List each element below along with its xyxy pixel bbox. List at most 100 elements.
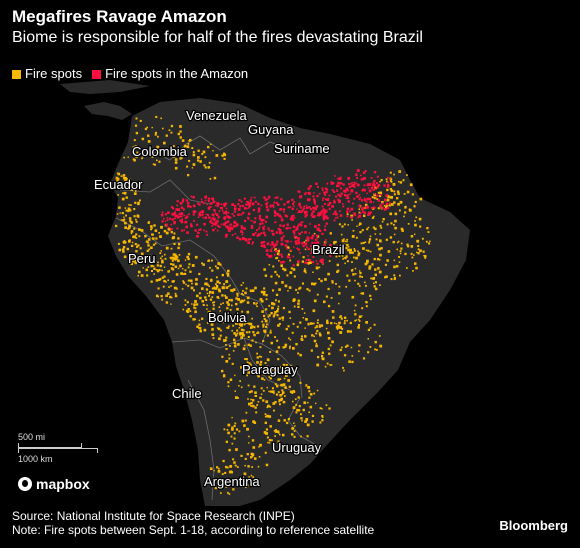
fire-spot	[357, 318, 360, 321]
fire-spot	[248, 362, 251, 365]
amazon-fire-spot	[265, 215, 268, 219]
fire-spot	[182, 280, 184, 282]
amazon-fire-spot	[347, 177, 351, 180]
fire-spot	[385, 206, 388, 209]
fire-spot	[153, 224, 156, 227]
amazon-fire-spot	[258, 233, 261, 236]
amazon-fire-spot	[216, 229, 219, 232]
fire-spot	[144, 154, 147, 157]
amazon-fire-spot	[225, 225, 228, 228]
mapbox-attribution[interactable]: mapbox	[18, 476, 90, 492]
amazon-fire-spot	[271, 241, 274, 244]
fire-spot	[165, 134, 168, 137]
amazon-fire-spot	[348, 183, 351, 185]
fire-spot	[417, 245, 420, 247]
map-canvas[interactable]: Venezuela Guyana Colombia Suriname Ecuad…	[0, 80, 580, 506]
fire-spot	[118, 248, 122, 252]
fire-spot	[135, 233, 138, 236]
amazon-fire-spot	[340, 187, 342, 190]
fire-spot	[193, 304, 196, 307]
fire-spot	[174, 255, 177, 259]
fire-spot	[165, 246, 169, 250]
fire-spot	[227, 491, 229, 494]
fire-spot	[313, 299, 317, 303]
amazon-fire-spot	[233, 210, 236, 213]
fire-spot	[286, 246, 290, 249]
fire-spot	[344, 240, 347, 242]
amazon-fire-spot	[349, 210, 351, 213]
amazon-fire-spot	[299, 223, 303, 227]
amazon-fire-spot	[337, 182, 339, 185]
fire-spot	[403, 215, 405, 218]
fire-spot	[128, 259, 131, 262]
amazon-fire-spot	[292, 203, 295, 206]
fire-spot	[318, 266, 321, 269]
fire-spot	[286, 274, 289, 277]
fire-spot	[228, 316, 231, 319]
amazon-fire-spot	[192, 210, 196, 213]
amazon-fire-spot	[279, 231, 282, 235]
fire-spot	[318, 324, 321, 326]
fire-spot	[284, 395, 286, 397]
amazon-fire-spot	[312, 207, 315, 209]
fire-spot	[300, 335, 303, 338]
fire-spot	[273, 409, 275, 412]
fire-spot	[249, 289, 253, 293]
amazon-fire-spot	[301, 241, 304, 245]
fire-spot	[237, 343, 240, 346]
fire-spot	[278, 400, 281, 403]
amazon-fire-spot	[388, 178, 391, 180]
fire-spot	[350, 269, 354, 272]
fire-spot	[424, 255, 427, 258]
amazon-fire-spot	[214, 212, 217, 215]
fire-spot	[311, 414, 315, 417]
fire-spot	[364, 203, 368, 207]
fire-spot	[159, 252, 162, 254]
fire-spot	[353, 309, 356, 312]
fire-spot	[277, 358, 280, 361]
fire-spot	[363, 214, 366, 217]
amazon-fire-spot	[304, 211, 307, 215]
fire-spot	[292, 268, 296, 271]
fire-spot	[325, 404, 328, 406]
amazon-fire-spot	[300, 210, 303, 214]
fire-spot	[351, 360, 354, 364]
fire-spot	[124, 226, 127, 229]
fire-spot	[293, 372, 296, 375]
fire-spot	[296, 263, 300, 267]
fire-spot	[145, 268, 148, 272]
amazon-fire-spot	[358, 198, 361, 201]
fire-spot	[165, 231, 169, 235]
amazon-fire-spot	[313, 198, 316, 201]
fire-spot	[302, 317, 305, 319]
fire-spot	[119, 212, 121, 214]
amazon-fire-spot	[233, 214, 235, 217]
amazon-fire-spot	[256, 234, 259, 237]
fire-spot	[128, 257, 132, 260]
fire-spot	[277, 307, 280, 310]
amazon-fire-spot	[324, 209, 328, 213]
map[interactable]: Venezuela Guyana Colombia Suriname Ecuad…	[0, 80, 580, 506]
fire-spot	[338, 285, 341, 288]
fire-spot	[219, 310, 221, 312]
amazon-fire-spot	[304, 210, 307, 213]
fire-spot	[248, 435, 250, 438]
fire-spot	[390, 189, 394, 192]
amazon-fire-spot	[338, 182, 342, 185]
fire-spot	[378, 247, 381, 251]
fire-spot	[259, 396, 262, 400]
fire-spot	[165, 301, 169, 304]
fire-spot	[220, 303, 222, 306]
fire-spot	[269, 442, 271, 444]
fire-spot	[325, 327, 328, 330]
amazon-fire-spot	[164, 220, 167, 223]
fire-spot	[211, 296, 214, 298]
fire-spot	[414, 220, 416, 222]
amazon-fire-spot	[265, 205, 269, 209]
fire-spot	[362, 357, 366, 360]
amazon-fire-spot	[218, 225, 221, 228]
fire-spot	[217, 327, 221, 331]
amazon-fire-spot	[366, 183, 370, 187]
amazon-fire-spot	[258, 214, 262, 218]
amazon-fire-spot	[339, 176, 342, 179]
